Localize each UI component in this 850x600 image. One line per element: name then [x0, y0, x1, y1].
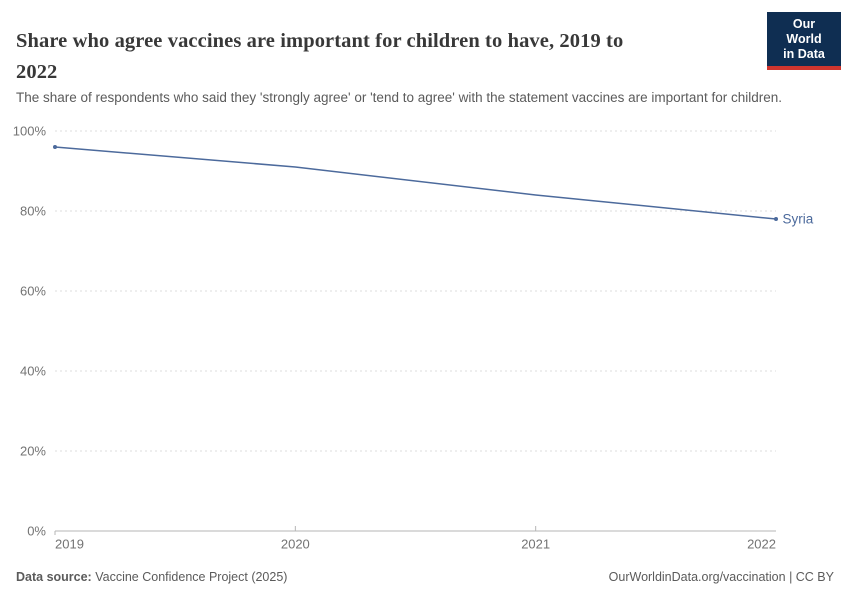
chart-title-line2: 2022	[16, 60, 58, 83]
y-tick-label: 60%	[20, 284, 46, 299]
data-source-value: Vaccine Confidence Project (2025)	[95, 570, 288, 584]
data-point[interactable]	[774, 217, 778, 221]
owid-logo-line2: in Data	[783, 47, 825, 61]
y-tick-label: 40%	[20, 364, 46, 379]
entity-label[interactable]: Syria	[783, 212, 814, 227]
data-line-syria[interactable]	[54, 146, 777, 220]
x-tick-label: 2022	[747, 537, 776, 552]
chart-title: Share who agree vaccines are important f…	[16, 26, 736, 88]
chart-title-line1: Share who agree vaccines are important f…	[16, 29, 624, 52]
chart-subtitle: The share of respondents who said they '…	[16, 89, 782, 105]
y-tick-label: 80%	[20, 204, 46, 219]
owid-logo-line1: Our World	[786, 17, 822, 46]
y-tick-label: 100%	[13, 124, 47, 139]
y-tick-label: 0%	[27, 524, 46, 539]
data-source-label: Data source:	[16, 570, 92, 584]
x-tick-label: 2019	[55, 537, 84, 552]
x-tick-label: 2021	[521, 537, 550, 552]
y-tick-label: 20%	[20, 444, 46, 459]
data-source-note: Data source: Vaccine Confidence Project …	[16, 570, 287, 585]
x-tick-label: 2020	[281, 537, 310, 552]
owid-logo[interactable]: Our World in Data	[767, 12, 841, 70]
data-point[interactable]	[53, 145, 57, 149]
chart-footer: Data source: Vaccine Confidence Project …	[16, 570, 834, 585]
license-link[interactable]: OurWorldinData.org/vaccination | CC BY	[608, 570, 834, 584]
